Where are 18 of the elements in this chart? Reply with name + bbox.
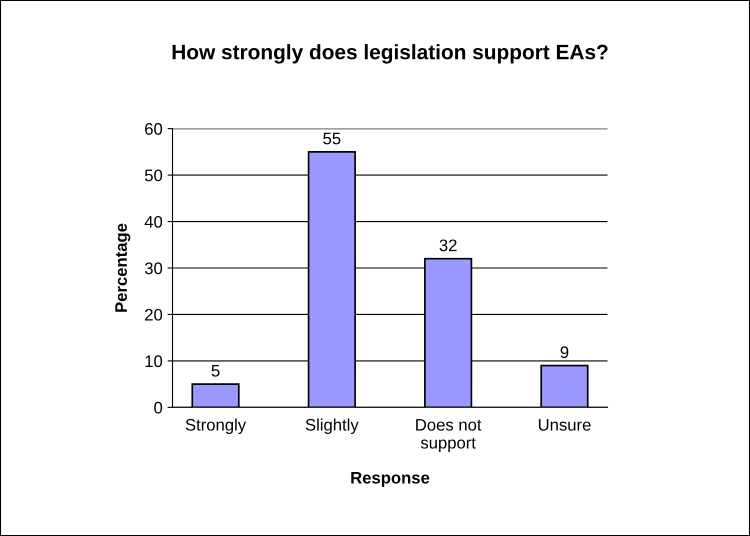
x-tick-label: Unsure: [538, 419, 591, 431]
x-tick-label: Does not support: [416, 419, 482, 452]
y-tick-label: 10: [146, 355, 162, 368]
y-tick-label: 50: [144, 169, 162, 182]
y-tick-label: 0: [154, 402, 162, 414]
y-tick-label: 20: [145, 308, 162, 321]
data-label: 32: [440, 239, 457, 252]
data-label: 9: [560, 346, 568, 358]
x-tick-label: Strongly: [186, 418, 246, 434]
y-axis-title: Percentage: [115, 224, 130, 312]
x-axis-title: Response: [351, 472, 430, 487]
y-tick-label: 30: [144, 262, 162, 274]
x-tick-label: Slightly: [306, 418, 359, 434]
chart-title: How strongly does legislation support EAs?: [172, 44, 608, 64]
data-label: 5: [212, 365, 220, 377]
data-label: 55: [323, 132, 340, 144]
y-tick-label: 40: [144, 216, 162, 228]
y-tick-label: 60: [145, 123, 162, 135]
